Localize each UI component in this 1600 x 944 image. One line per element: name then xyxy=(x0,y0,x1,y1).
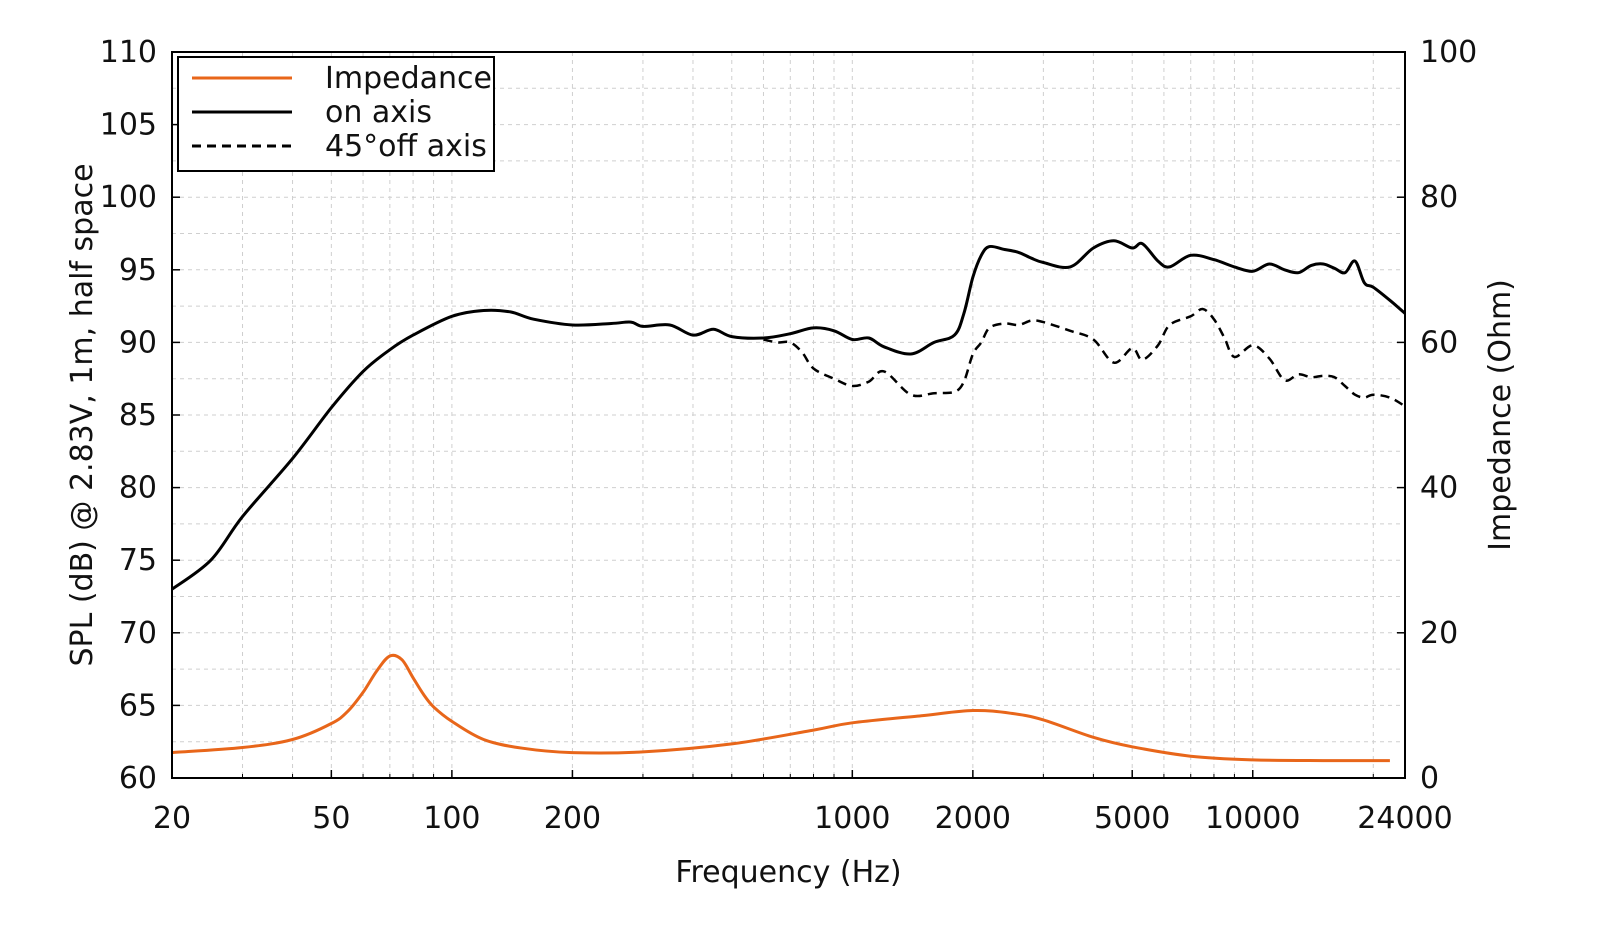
y2-tick-label: 0 xyxy=(1420,761,1439,796)
legend: Impedance on axis 45°off axis xyxy=(177,56,495,172)
x-axis-label: Frequency (Hz) xyxy=(675,855,901,890)
legend-label-off-axis: 45°off axis xyxy=(325,129,487,164)
y-tick-label: 75 xyxy=(119,543,157,578)
y-tick-label: 85 xyxy=(119,398,157,433)
series-impedance xyxy=(171,653,1390,763)
y2-tick-label: 20 xyxy=(1420,616,1458,651)
legend-label-impedance: Impedance xyxy=(325,61,492,96)
y-tick-label: 70 xyxy=(119,616,157,651)
x-tick-label: 100 xyxy=(423,801,480,836)
x-tick-label: 200 xyxy=(544,801,601,836)
y-tick-label: 110 xyxy=(100,35,157,70)
y2-tick-label: 40 xyxy=(1420,471,1458,506)
y-tick-label: 80 xyxy=(119,471,157,506)
legend-label-on-axis: on axis xyxy=(325,95,432,130)
x-tick-label: 24000 xyxy=(1357,801,1452,836)
y2-axis-label: Impedance (Ohm) xyxy=(1483,279,1518,551)
y-tick-label: 105 xyxy=(100,108,157,143)
x-tick-label: 1000 xyxy=(814,801,890,836)
x-tick-label: 2000 xyxy=(935,801,1011,836)
x-tick-label: 50 xyxy=(312,801,350,836)
y-tick-label: 65 xyxy=(119,688,157,723)
y2-tick-label: 100 xyxy=(1420,35,1477,70)
series-on-axis xyxy=(171,239,1406,591)
legend-box xyxy=(177,56,495,172)
y-tick-label: 90 xyxy=(119,325,157,360)
x-tick-label: 10000 xyxy=(1205,801,1300,836)
x-tick-label: 20 xyxy=(153,801,191,836)
series-off-axis xyxy=(763,307,1406,408)
y-tick-label: 100 xyxy=(100,180,157,215)
ticks: 20 50 100 200 1000 2000 5000 10000 2400060657075… xyxy=(100,35,1478,836)
y2-tick-label: 60 xyxy=(1420,325,1458,360)
y-axis-label: SPL (dB) @ 2.83V, 1m, half space xyxy=(65,163,100,666)
y-tick-label: 60 xyxy=(119,761,157,796)
series-layer xyxy=(171,239,1406,763)
y2-tick-label: 80 xyxy=(1420,180,1458,215)
grid xyxy=(172,52,1405,778)
y-tick-label: 95 xyxy=(119,253,157,288)
x-tick-label: 5000 xyxy=(1094,801,1170,836)
